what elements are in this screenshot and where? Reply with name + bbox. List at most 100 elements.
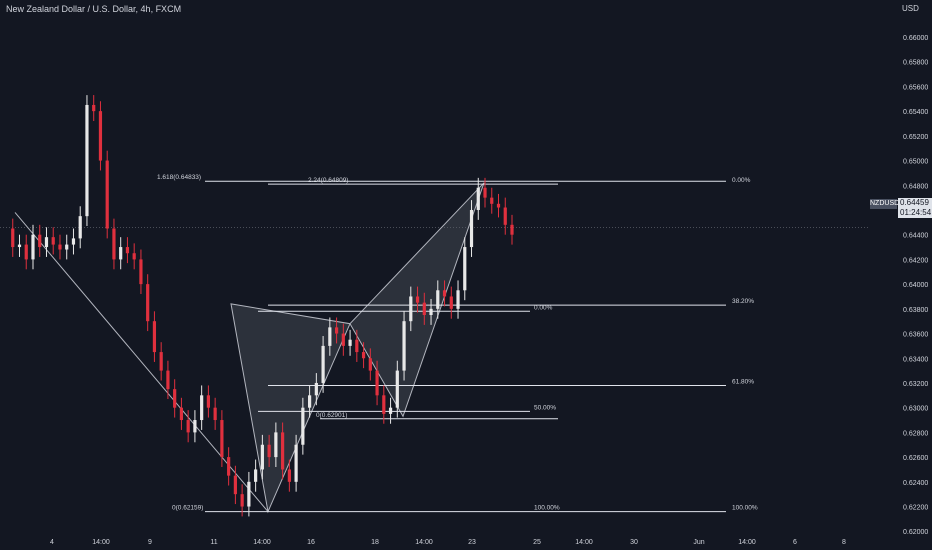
candle-body: [361, 352, 366, 359]
candle-body: [395, 370, 399, 408]
fib-label: 100.00%: [732, 505, 758, 512]
y-tick-label: 0.64200: [903, 257, 928, 264]
candle-body: [456, 290, 460, 309]
y-tick-label: 0.66000: [903, 35, 928, 42]
candle-body: [58, 244, 62, 250]
chart-title: New Zealand Dollar / U.S. Dollar, 4h, FX…: [6, 4, 182, 14]
candle-body: [179, 407, 184, 421]
candle-body: [476, 187, 480, 210]
candle-body: [503, 207, 507, 225]
fib-label: 2.24(0.64809): [308, 177, 348, 184]
y-tick-label: 0.65600: [903, 84, 928, 91]
y-tick-label: 0.65800: [903, 60, 928, 67]
x-tick-label: 23: [468, 539, 476, 546]
fib-label: 0.00%: [534, 304, 553, 311]
candle-body: [510, 224, 514, 235]
y-tick-label: 0.64000: [903, 282, 928, 289]
candle-body: [469, 209, 474, 248]
candle-body: [220, 420, 224, 458]
y-tick-label: 0.63800: [903, 307, 928, 314]
candle-body: [98, 111, 103, 161]
fib-label: 61.80%: [732, 378, 754, 385]
y-tick-label: 0.63400: [903, 356, 928, 363]
candle-body: [213, 407, 217, 421]
candles: [11, 95, 514, 517]
candle-body: [388, 407, 393, 414]
y-tick-label: 0.62800: [903, 430, 928, 437]
candle-body: [348, 339, 352, 346]
candle-body: [281, 432, 285, 470]
candle-body: [240, 494, 244, 507]
symbol-label: NZDUSD: [870, 199, 900, 209]
bar-countdown: 01:24:54: [898, 208, 932, 218]
x-tick-label: 30: [630, 539, 638, 546]
candle-body: [85, 104, 89, 217]
candle-body: [267, 444, 271, 458]
candle-body: [200, 395, 204, 421]
candle-body: [301, 407, 305, 445]
candle-body: [139, 259, 143, 285]
y-tick-label: 0.63200: [903, 381, 928, 388]
candle-body: [375, 370, 379, 396]
x-tick-label: Jun: [693, 539, 704, 546]
x-tick-label: 18: [371, 539, 379, 546]
x-tick-label: 6: [793, 539, 797, 546]
candle-body: [132, 253, 136, 260]
candle-body: [71, 238, 76, 245]
y-tick-label: 0.62200: [903, 505, 928, 512]
fibonacci-lines: 1.618(0.64833) 2.24(0.64809) 0.00% 38.20% 0.…: [157, 174, 758, 513]
candle-body: [233, 475, 237, 495]
fib-label: 100.00%: [534, 505, 560, 512]
candle-body: [463, 247, 467, 291]
candle-body: [429, 308, 433, 316]
candle-body: [186, 420, 190, 433]
candle-body: [166, 370, 170, 390]
x-tick-label: 14:00: [575, 539, 593, 546]
candle-body: [105, 160, 109, 229]
candle-body: [368, 358, 372, 371]
last-price-tag: NZDUSD 0.64459 01:24:54: [870, 198, 932, 219]
y-tick-label: 0.62400: [903, 480, 928, 487]
candle-body: [125, 247, 130, 254]
candle-body: [38, 234, 42, 248]
y-tick-label: 0.62000: [903, 529, 928, 536]
y-tick-label: 0.65400: [903, 109, 928, 116]
y-tick-label: 0.65200: [903, 134, 928, 141]
y-tick-label: 0.63600: [903, 332, 928, 339]
candle-body: [314, 382, 318, 396]
x-tick-label: 16: [307, 539, 315, 546]
candle-body: [247, 481, 251, 507]
candle-body: [206, 395, 210, 408]
candle-body: [24, 244, 28, 260]
candle-body: [65, 244, 69, 250]
currency-label: USD: [902, 4, 919, 13]
x-tick-label: 9: [148, 539, 152, 546]
price-axis[interactable]: 0.66000 0.65800 0.65600 0.65400 0.65200 0.650…: [903, 35, 928, 536]
candle-body: [173, 389, 177, 408]
candle-body: [382, 395, 386, 414]
fib-label: 0(0.62159): [172, 505, 203, 512]
candle-body: [436, 290, 440, 309]
x-tick-label: 14:00: [92, 539, 110, 546]
x-tick-label: 8: [842, 539, 846, 546]
candle-body: [31, 234, 35, 260]
time-axis[interactable]: 4 14:00 9 11 14:00 16 18 14:00 23 25 14:00 30 Jun 14:…: [50, 539, 846, 546]
candle-body: [308, 395, 312, 408]
candle-body: [321, 345, 325, 383]
candle-body: [152, 321, 157, 353]
candle-body: [119, 247, 123, 260]
candle-body: [294, 444, 298, 482]
candle-body: [402, 321, 406, 371]
candle-body: [112, 228, 116, 260]
candle-body: [17, 244, 22, 248]
x-tick-label: 14:00: [253, 539, 271, 546]
candle-body: [415, 296, 420, 303]
candle-body: [274, 432, 278, 458]
fib-label: 0.00%: [732, 177, 751, 184]
pattern-triangle-xab: [230, 303, 351, 514]
harmonic-pattern: [14, 182, 485, 514]
x-tick-label: 14:00: [415, 539, 433, 546]
x-tick-label: 11: [210, 539, 217, 546]
candle-body: [328, 327, 332, 346]
